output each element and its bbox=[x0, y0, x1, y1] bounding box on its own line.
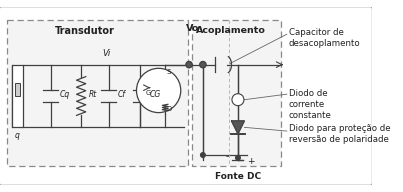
Text: Diodo para proteção de
reversão de polaridade: Diodo para proteção de reversão de polar… bbox=[289, 124, 390, 144]
Bar bbox=[192, 20, 281, 166]
Bar bbox=[12, 65, 23, 127]
Text: -: - bbox=[225, 152, 229, 161]
Text: Vo: Vo bbox=[186, 24, 199, 33]
Text: S: S bbox=[166, 69, 170, 75]
Text: Acoplamento: Acoplamento bbox=[195, 26, 266, 35]
Text: Capacitor de
desacoplamento: Capacitor de desacoplamento bbox=[289, 28, 360, 48]
Text: D: D bbox=[166, 106, 171, 112]
Text: q: q bbox=[15, 131, 20, 140]
Polygon shape bbox=[231, 121, 244, 134]
Text: Diodo de
corrente
constante: Diodo de corrente constante bbox=[289, 89, 332, 120]
FancyBboxPatch shape bbox=[0, 7, 373, 185]
Circle shape bbox=[236, 156, 240, 160]
Text: Cq: Cq bbox=[60, 90, 70, 99]
Text: G: G bbox=[146, 89, 151, 96]
Text: Fonte DC: Fonte DC bbox=[215, 172, 261, 181]
Circle shape bbox=[137, 68, 181, 113]
Circle shape bbox=[232, 94, 244, 106]
Text: Cf: Cf bbox=[118, 90, 126, 99]
Text: +: + bbox=[247, 157, 255, 166]
Text: Transdutor: Transdutor bbox=[55, 26, 115, 36]
Text: Vi: Vi bbox=[102, 49, 110, 58]
Text: Rt: Rt bbox=[89, 90, 97, 99]
Bar bbox=[15, 83, 20, 96]
Bar bbox=[7, 20, 188, 166]
Text: CG: CG bbox=[150, 90, 161, 99]
Circle shape bbox=[186, 61, 192, 68]
Circle shape bbox=[201, 153, 205, 157]
Circle shape bbox=[199, 61, 206, 68]
